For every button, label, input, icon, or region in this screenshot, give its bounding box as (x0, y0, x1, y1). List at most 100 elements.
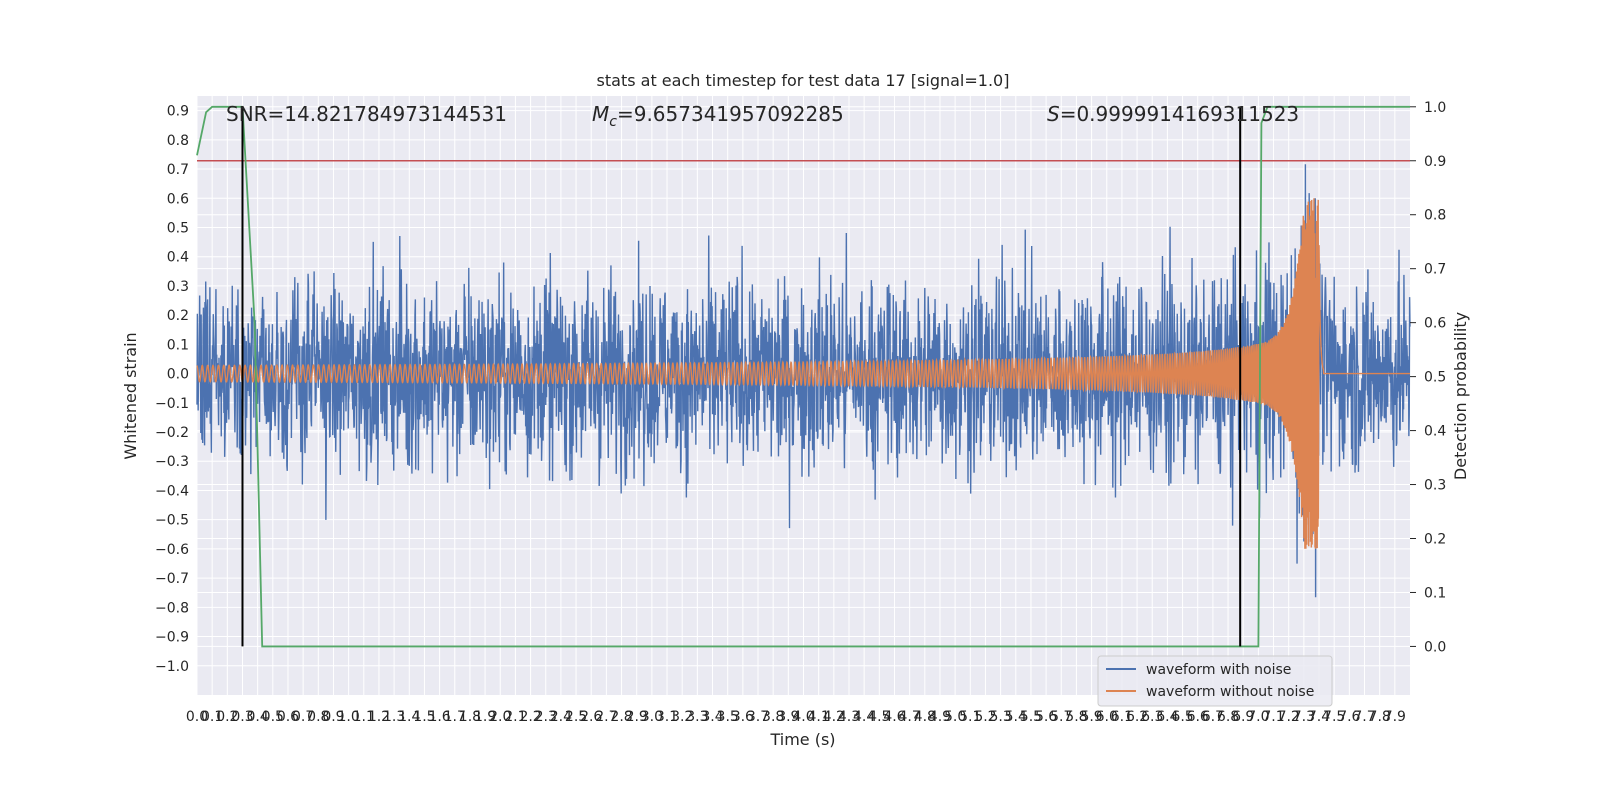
overlay-layer (196, 105, 1410, 648)
x-tick-label: 2.8 (610, 709, 632, 725)
x-tick-label: 4.6 (883, 709, 905, 725)
y-tick-label: 0.3 (167, 279, 189, 295)
x-tick-label: 1.4 (398, 709, 420, 725)
x-tick-labels: 0.00.10.20.30.40.50.60.70.80.91.01.11.21… (186, 709, 1406, 725)
x-tick-label: 7.7 (1353, 709, 1375, 725)
legend-label-noise: waveform with noise (1146, 662, 1291, 678)
snr-annotation: SNR=14.821784973144531 (226, 102, 507, 126)
x-tick-label: 2.0 (489, 709, 511, 725)
x-tick-label: 3.5 (717, 709, 739, 725)
x-tick-label: 3.2 (671, 709, 693, 725)
x-tick-label: 3.4 (701, 709, 723, 725)
x-tick-label: 4.4 (853, 709, 875, 725)
x-tick-label: 4.5 (868, 709, 890, 725)
x-tick-label: 1.3 (383, 709, 405, 725)
x-tick-label: 5.0 (944, 709, 966, 725)
y2-tick-label: 0.2 (1424, 532, 1446, 548)
x-tick-label: 7.0 (1247, 709, 1269, 725)
x-tick-label: 3.1 (656, 709, 678, 725)
chirp-mass-annotation: Mc=9.657341957092285 (592, 102, 844, 130)
y-tick-label: −0.6 (155, 542, 189, 558)
y-tick-label: 0.8 (167, 133, 189, 149)
x-tick-label: 4.9 (929, 709, 951, 725)
x-tick-label: 2.7 (595, 709, 617, 725)
y2-tick-label: 0.9 (1424, 154, 1446, 170)
x-tick-label: 6.7 (1202, 709, 1224, 725)
x-tick-label: 0.7 (292, 709, 314, 725)
y-tick-label: −0.2 (155, 425, 189, 441)
x-tick-label: 0.1 (201, 709, 223, 725)
x-tick-label: 3.7 (747, 709, 769, 725)
y-tick-label: −0.9 (155, 630, 189, 646)
y-tick-label: 0.7 (167, 162, 189, 178)
legend-label-chirp: waveform without noise (1146, 684, 1314, 700)
series-layer (196, 164, 1411, 598)
x-tick-label: 3.3 (686, 709, 708, 725)
y2-axis-label: Detection probability (1451, 312, 1470, 480)
x-tick-label: 4.2 (823, 709, 845, 725)
x-tick-label: 1.0 (337, 709, 359, 725)
x-tick-label: 5.5 (1020, 709, 1042, 725)
x-tick-label: 7.3 (1293, 709, 1315, 725)
x-tick-label: 2.2 (519, 709, 541, 725)
y-tick-label: 0.2 (167, 308, 189, 324)
x-tick-label: 5.1 (959, 709, 981, 725)
y2-tick-labels: 0.0 0.1 0.2 0.3 0.4 0.5 0.6 0.7 0.8 0.9 1.0 (1410, 100, 1446, 655)
x-tick-label: 4.7 (899, 709, 921, 725)
x-tick-label: 4.1 (808, 709, 830, 725)
y-tick-label: 0.9 (167, 104, 189, 120)
x-tick-label: 3.0 (641, 709, 663, 725)
x-tick-label: 1.6 (428, 709, 450, 725)
y-tick-label: 0.0 (167, 367, 189, 383)
x-tick-label: 5.8 (1065, 709, 1087, 725)
x-tick-label: 7.5 (1323, 709, 1345, 725)
x-tick-label: 7.4 (1308, 709, 1330, 725)
x-tick-label: 4.0 (792, 709, 814, 725)
x-tick-label: 1.5 (413, 709, 435, 725)
y2-tick-label: 0.0 (1424, 639, 1446, 655)
x-tick-label: 0.5 (262, 709, 284, 725)
y-tick-label: −0.8 (155, 600, 189, 616)
y-tick-label: −0.1 (155, 396, 189, 412)
x-tick-label: 6.0 (1096, 709, 1118, 725)
y2-tick-label: 1.0 (1424, 100, 1446, 116)
y2-tick-label: 0.7 (1424, 262, 1446, 278)
y2-tick-label: 0.4 (1424, 424, 1446, 440)
x-tick-label: 2.6 (580, 709, 602, 725)
score-annotation: S=0.9999914169311523 (1047, 102, 1299, 126)
x-tick-label: 0.9 (322, 709, 344, 725)
y-axis-label: Whitened strain (121, 332, 140, 459)
x-tick-label: 1.2 (368, 709, 390, 725)
x-tick-label: 6.4 (1156, 709, 1178, 725)
x-tick-label: 2.5 (565, 709, 587, 725)
y-tick-label: 0.1 (167, 337, 189, 353)
x-tick-label: 7.6 (1338, 709, 1360, 725)
x-tick-label: 6.5 (1171, 709, 1193, 725)
x-tick-label: 5.3 (989, 709, 1011, 725)
y2-tick-label: 0.5 (1424, 370, 1446, 386)
x-tick-label: 6.3 (1141, 709, 1163, 725)
x-tick-label: 2.1 (504, 709, 526, 725)
x-tick-label: 0.2 (216, 709, 238, 725)
x-tick-label: 3.8 (762, 709, 784, 725)
x-tick-label: 5.6 (1035, 709, 1057, 725)
x-tick-label: 5.9 (1080, 709, 1102, 725)
x-tick-label: 3.9 (777, 709, 799, 725)
y-tick-label: −0.5 (155, 513, 189, 529)
x-tick-label: 1.9 (474, 709, 496, 725)
x-tick-label: 4.3 (838, 709, 860, 725)
y-tick-label: −0.7 (155, 571, 189, 587)
y2-tick-label: 0.3 (1424, 478, 1446, 494)
x-tick-label: 5.2 (974, 709, 996, 725)
x-tick-label: 0.3 (231, 709, 253, 725)
x-tick-label: 7.9 (1384, 709, 1406, 725)
x-tick-label: 2.3 (535, 709, 557, 725)
y-tick-label: 0.4 (167, 250, 189, 266)
x-tick-label: 6.8 (1217, 709, 1239, 725)
x-tick-label: 6.2 (1126, 709, 1148, 725)
y-tick-label: −0.3 (155, 454, 189, 470)
y-tick-label: 0.6 (167, 191, 189, 207)
x-tick-label: 0.4 (247, 709, 269, 725)
x-tick-label: 0.8 (307, 709, 329, 725)
y-tick-label: 0.5 (167, 220, 189, 236)
